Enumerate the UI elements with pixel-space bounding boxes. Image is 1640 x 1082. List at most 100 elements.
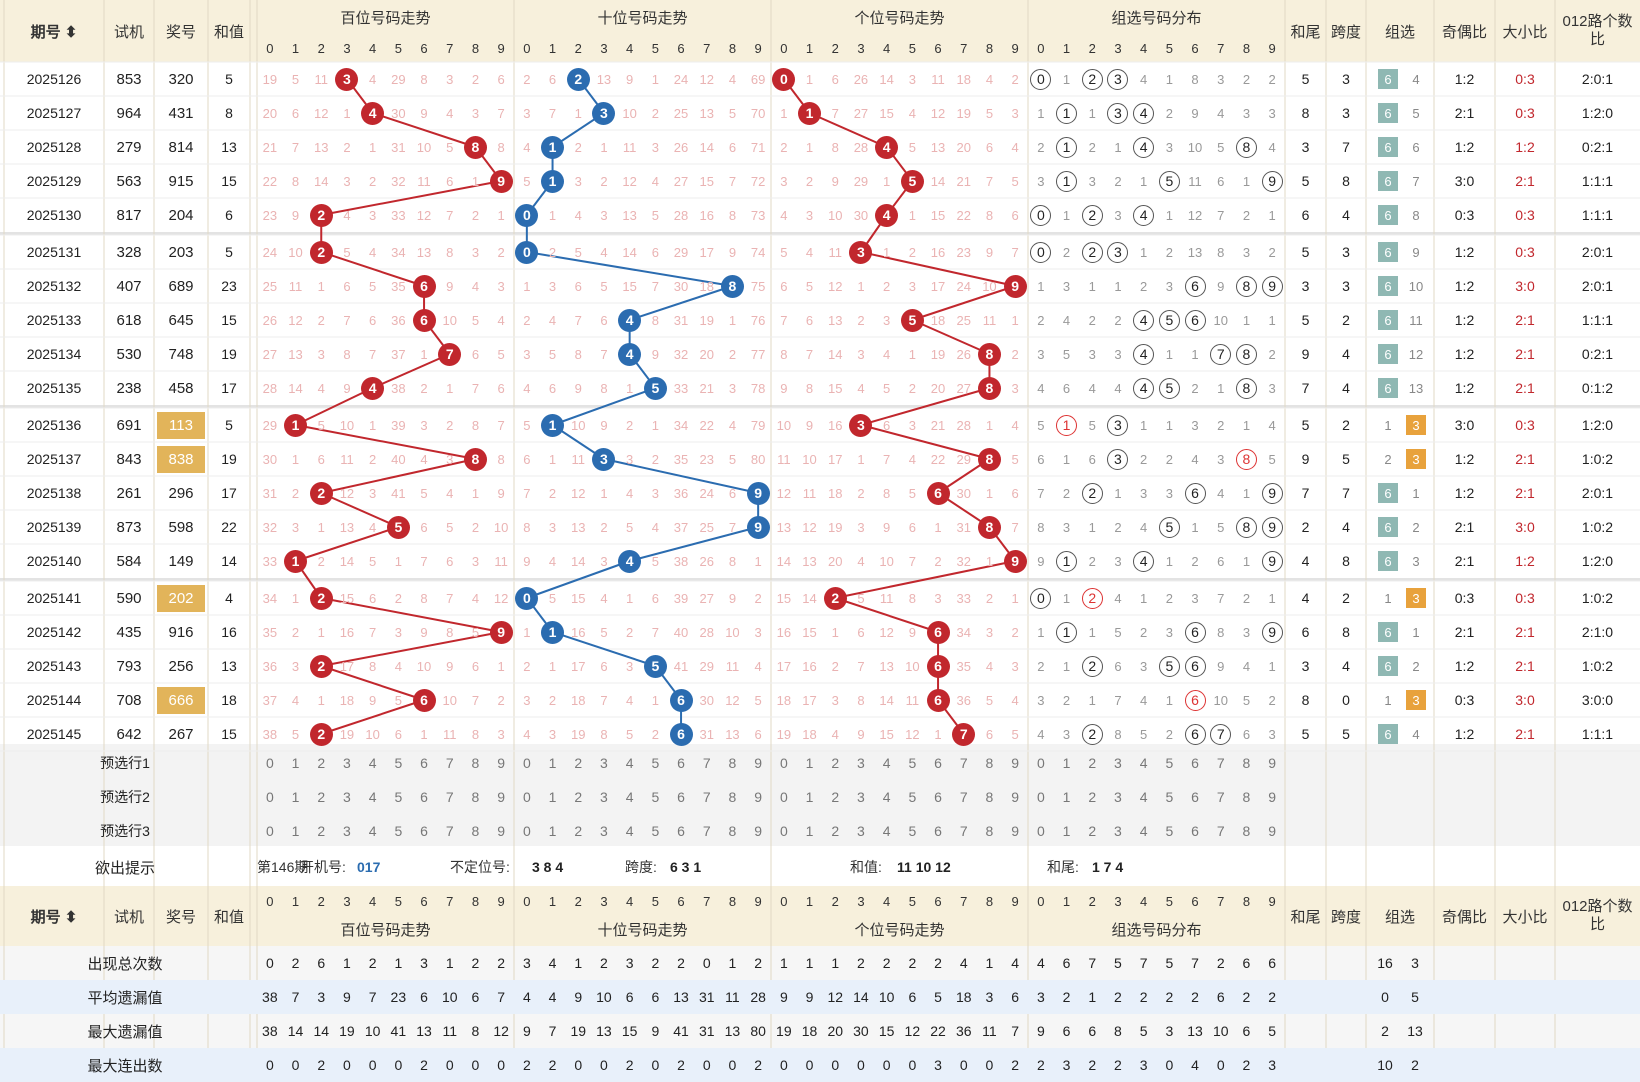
preselect-digit[interactable]: 6 (1191, 789, 1199, 805)
preselect-digit[interactable]: 4 (625, 823, 634, 839)
preselect-digit[interactable]: 6 (420, 789, 428, 805)
preselect-digit[interactable]: 6 (677, 789, 685, 805)
preselect-digit[interactable]: 1 (291, 755, 300, 771)
preselect-digit[interactable]: 1 (805, 755, 814, 771)
preselect-digit[interactable]: 6 (934, 789, 942, 805)
preselect-digit[interactable]: 8 (728, 755, 737, 771)
preselect-digit[interactable]: 1 (1062, 789, 1071, 805)
preselect-digit[interactable]: 4 (1139, 789, 1148, 805)
preselect-digit[interactable]: 6 (1191, 823, 1199, 839)
preselect-digit[interactable]: 4 (368, 755, 377, 771)
preselect-digit[interactable]: 1 (805, 789, 814, 805)
preselect-digit[interactable]: 6 (934, 755, 942, 771)
preselect-digit[interactable]: 2 (317, 789, 326, 805)
preselect-digit[interactable]: 4 (625, 789, 634, 805)
preselect-digit[interactable]: 7 (959, 823, 968, 839)
preselect-digit[interactable]: 2 (574, 755, 583, 771)
preselect-digit[interactable]: 1 (805, 823, 814, 839)
preselect-digit[interactable]: 2 (831, 789, 840, 805)
preselect-digit[interactable]: 8 (985, 789, 994, 805)
preselect-digit[interactable]: 9 (497, 823, 506, 839)
preselect-digit[interactable]: 8 (471, 823, 480, 839)
preselect-digit[interactable]: 9 (497, 789, 506, 805)
preselect-digit[interactable]: 9 (754, 823, 763, 839)
preselect-digit[interactable]: 0 (265, 823, 274, 839)
preselect-digit[interactable]: 3 (343, 823, 351, 839)
preselect-digit[interactable]: 3 (857, 823, 865, 839)
preselect-digit[interactable]: 4 (882, 755, 891, 771)
preselect-digit[interactable]: 7 (445, 755, 454, 771)
preselect-digit[interactable]: 4 (368, 789, 377, 805)
preselect-digit[interactable]: 3 (600, 823, 608, 839)
preselect-digit[interactable]: 0 (522, 789, 531, 805)
preselect-digit[interactable]: 6 (1191, 755, 1199, 771)
preselect-digit[interactable]: 7 (702, 789, 711, 805)
preselect-digit[interactable]: 1 (291, 823, 300, 839)
preselect-digit[interactable]: 3 (857, 755, 865, 771)
preselect-digit[interactable]: 7 (959, 789, 968, 805)
preselect-digit[interactable]: 5 (394, 755, 403, 771)
preselect-digit[interactable]: 3 (1114, 823, 1122, 839)
preselect-digit[interactable]: 0 (1036, 789, 1045, 805)
preselect-digit[interactable]: 5 (1165, 755, 1174, 771)
preselect-digit[interactable]: 5 (908, 789, 917, 805)
preselect-digit[interactable]: 6 (420, 755, 428, 771)
preselect-digit[interactable]: 2 (831, 755, 840, 771)
preselect-digit[interactable]: 8 (728, 789, 737, 805)
preselect-digit[interactable]: 0 (265, 789, 274, 805)
preselect-digit[interactable]: 8 (1242, 789, 1251, 805)
preselect-digit[interactable]: 5 (1165, 823, 1174, 839)
preselect-digit[interactable]: 7 (959, 755, 968, 771)
preselect-digit[interactable]: 1 (548, 823, 557, 839)
preselect-digit[interactable]: 6 (677, 823, 685, 839)
preselect-digit[interactable]: 3 (343, 755, 351, 771)
preselect-digit[interactable]: 7 (1216, 823, 1225, 839)
preselect-digit[interactable]: 1 (291, 789, 300, 805)
preselect-digit[interactable]: 5 (394, 789, 403, 805)
preselect-digit[interactable]: 0 (1036, 755, 1045, 771)
preselect-digit[interactable]: 8 (471, 789, 480, 805)
preselect-digit[interactable]: 3 (857, 789, 865, 805)
preselect-digit[interactable]: 0 (779, 823, 788, 839)
preselect-digit[interactable]: 6 (677, 755, 685, 771)
preselect-digit[interactable]: 4 (1139, 755, 1148, 771)
preselect-digit[interactable]: 7 (1216, 789, 1225, 805)
preselect-digit[interactable]: 9 (1268, 755, 1277, 771)
preselect-digit[interactable]: 9 (754, 755, 763, 771)
preselect-digit[interactable]: 8 (985, 823, 994, 839)
preselect-digit[interactable]: 3 (1114, 755, 1122, 771)
preselect-digit[interactable]: 3 (1114, 789, 1122, 805)
preselect-digit[interactable]: 0 (522, 755, 531, 771)
preselect-digit[interactable]: 2 (574, 789, 583, 805)
preselect-digit[interactable]: 5 (908, 823, 917, 839)
preselect-digit[interactable]: 9 (754, 789, 763, 805)
preselect-digit[interactable]: 2 (574, 823, 583, 839)
preselect-digit[interactable]: 5 (651, 755, 660, 771)
preselect-digit[interactable]: 9 (1011, 755, 1020, 771)
preselect-digit[interactable]: 0 (1036, 823, 1045, 839)
preselect-digit[interactable]: 0 (779, 755, 788, 771)
preselect-digit[interactable]: 9 (1011, 823, 1020, 839)
preselect-digit[interactable]: 0 (265, 755, 274, 771)
preselect-digit[interactable]: 6 (934, 823, 942, 839)
preselect-digit[interactable]: 7 (702, 823, 711, 839)
preselect-digit[interactable]: 2 (1088, 755, 1097, 771)
preselect-digit[interactable]: 3 (600, 755, 608, 771)
preselect-digit[interactable]: 5 (1165, 789, 1174, 805)
preselect-digit[interactable]: 4 (882, 789, 891, 805)
preselect-digit[interactable]: 9 (497, 755, 506, 771)
preselect-digit[interactable]: 3 (343, 789, 351, 805)
preselect-digit[interactable]: 0 (779, 789, 788, 805)
preselect-digit[interactable]: 1 (1062, 823, 1071, 839)
preselect-digit[interactable]: 9 (1011, 789, 1020, 805)
preselect-digit[interactable]: 7 (445, 823, 454, 839)
preselect-digit[interactable]: 4 (625, 755, 634, 771)
preselect-digit[interactable]: 3 (600, 789, 608, 805)
preselect-digit[interactable]: 4 (368, 823, 377, 839)
preselect-digit[interactable]: 2 (317, 755, 326, 771)
preselect-digit[interactable]: 1 (548, 789, 557, 805)
preselect-digit[interactable]: 1 (548, 755, 557, 771)
preselect-digit[interactable]: 7 (1216, 755, 1225, 771)
preselect-digit[interactable]: 8 (1242, 823, 1251, 839)
preselect-digit[interactable]: 4 (882, 823, 891, 839)
